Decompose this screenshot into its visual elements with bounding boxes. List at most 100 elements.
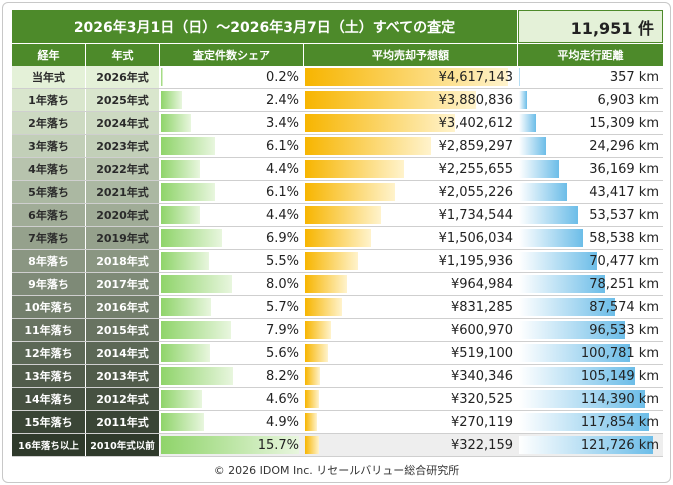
row-divider — [12, 456, 663, 457]
share-bar — [161, 436, 300, 454]
price-value: ¥600,970 — [450, 322, 513, 338]
row-year-label: 2026年式 — [86, 66, 159, 88]
row-divider — [12, 295, 663, 296]
page-title: 2026年3月1日（日）～2026年3月7日（土）すべての査定 — [12, 10, 517, 43]
share-bar — [161, 91, 183, 109]
row-year-label: 2021年式 — [86, 181, 159, 203]
price-bar — [305, 275, 348, 293]
price-bar — [305, 114, 455, 132]
price-bar — [305, 91, 476, 109]
price-value: ¥2,859,297 — [438, 138, 513, 154]
row-year-label: 2012年式 — [86, 388, 159, 410]
row-age-label: 5年落ち — [12, 181, 85, 203]
header-age: 経年 — [12, 44, 85, 66]
price-bar — [305, 436, 320, 454]
distance-bar — [519, 229, 584, 247]
share-value: 4.9% — [265, 414, 299, 430]
price-value: ¥1,506,034 — [438, 230, 513, 246]
share-bar — [161, 114, 191, 132]
row-age-label: 6年落ち — [12, 204, 85, 226]
share-bar — [161, 321, 231, 339]
distance-value: 6,903 km — [597, 92, 659, 108]
share-bar — [161, 413, 205, 431]
price-value: ¥320,525 — [450, 391, 513, 407]
share-value: 5.6% — [265, 345, 299, 361]
price-value: ¥2,255,655 — [438, 161, 513, 177]
row-divider — [12, 318, 663, 319]
distance-value: 114,390 km — [580, 391, 659, 407]
share-value: 6.1% — [265, 184, 299, 200]
price-bar — [305, 390, 320, 408]
row-age-label: 16年落ち以上 — [12, 434, 85, 456]
distance-value: 357 km — [609, 69, 659, 85]
row-year-label: 2020年式 — [86, 204, 159, 226]
row-divider — [12, 433, 663, 434]
distance-value: 53,537 km — [589, 207, 659, 223]
row-age-label: 4年落ち — [12, 158, 85, 180]
distance-bar — [519, 390, 645, 408]
share-value: 4.4% — [265, 207, 299, 223]
header-distance: 平均走行距離 — [518, 44, 663, 66]
distance-bar — [519, 91, 527, 109]
share-bar — [161, 367, 234, 385]
price-bar — [305, 183, 396, 201]
distance-value: 58,538 km — [589, 230, 659, 246]
price-value: ¥1,195,936 — [438, 253, 513, 269]
distance-value: 117,854 km — [580, 414, 659, 430]
price-value: ¥3,402,612 — [438, 115, 513, 131]
row-age-label: 3年落ち — [12, 135, 85, 157]
share-value: 6.1% — [265, 138, 299, 154]
distance-value: 24,296 km — [589, 138, 659, 154]
row-age-label: 15年落ち — [12, 411, 85, 433]
row-year-label: 2025年式 — [86, 89, 159, 111]
row-year-label: 2023年式 — [86, 135, 159, 157]
row-year-label: 2018年式 — [86, 250, 159, 272]
price-bar — [305, 298, 342, 316]
distance-bar — [519, 298, 616, 316]
distance-bar — [519, 68, 520, 86]
row-divider — [12, 341, 663, 342]
share-value: 5.7% — [265, 299, 299, 315]
row-age-label: 12年落ち — [12, 342, 85, 364]
row-divider — [12, 157, 663, 158]
share-value: 3.4% — [265, 115, 299, 131]
row-divider — [12, 180, 663, 181]
distance-bar — [519, 137, 546, 155]
share-value: 7.9% — [265, 322, 299, 338]
row-year-label: 2017年式 — [86, 273, 159, 295]
share-value: 5.5% — [265, 253, 299, 269]
share-bar — [161, 298, 212, 316]
row-year-label: 2019年式 — [86, 227, 159, 249]
price-value: ¥831,285 — [450, 299, 513, 315]
row-year-label: 2014年式 — [86, 342, 159, 364]
row-age-label: 2年落ち — [12, 112, 85, 134]
share-bar — [161, 252, 210, 270]
share-value: 2.4% — [265, 92, 299, 108]
row-year-label: 2013年式 — [86, 365, 159, 387]
share-value: 6.9% — [265, 230, 299, 246]
distance-value: 87,574 km — [589, 299, 659, 315]
distance-value: 96,533 km — [589, 322, 659, 338]
distance-value: 70,477 km — [589, 253, 659, 269]
distance-value: 105,149 km — [580, 368, 659, 384]
distance-bar — [519, 183, 567, 201]
row-year-label: 2010年式以前 — [86, 434, 159, 456]
row-year-label: 2016年式 — [86, 296, 159, 318]
row-age-label: 10年落ち — [12, 296, 85, 318]
distance-bar — [519, 114, 536, 132]
price-value: ¥519,100 — [450, 345, 513, 361]
share-bar — [161, 229, 222, 247]
distance-bar — [519, 160, 559, 178]
price-value: ¥322,159 — [450, 437, 513, 453]
distance-bar — [519, 275, 606, 293]
share-bar — [161, 137, 215, 155]
share-value: 15.7% — [257, 437, 299, 453]
share-bar — [161, 183, 215, 201]
price-value: ¥340,346 — [450, 368, 513, 384]
price-bar — [305, 344, 328, 362]
distance-bar — [519, 252, 597, 270]
row-divider — [12, 88, 663, 89]
price-bar — [305, 229, 372, 247]
distance-bar — [519, 436, 653, 454]
price-value: ¥1,734,544 — [438, 207, 513, 223]
